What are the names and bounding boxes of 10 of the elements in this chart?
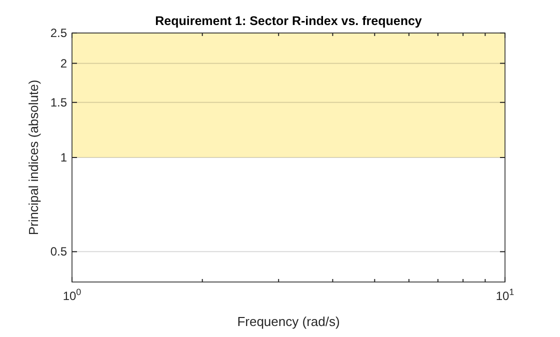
- y-tick-label: 1.5: [50, 95, 68, 110]
- y-tick-label: 2.5: [50, 26, 68, 40]
- y-tick-label: 2: [60, 56, 68, 70]
- y-tick-label: 0.5: [50, 244, 68, 259]
- y-axis-title: Principal indices (absolute): [26, 80, 41, 236]
- y-tick-label: 1: [60, 150, 68, 164]
- x-tick-label: 10$^{0}$: [62, 287, 82, 303]
- chart-title: Requirement 1: Sector R-index vs. frequency: [155, 14, 422, 28]
- x-tick-label: 10$^{1}$: [496, 287, 514, 303]
- x-axis-title: Frequency (rad/s): [237, 314, 340, 329]
